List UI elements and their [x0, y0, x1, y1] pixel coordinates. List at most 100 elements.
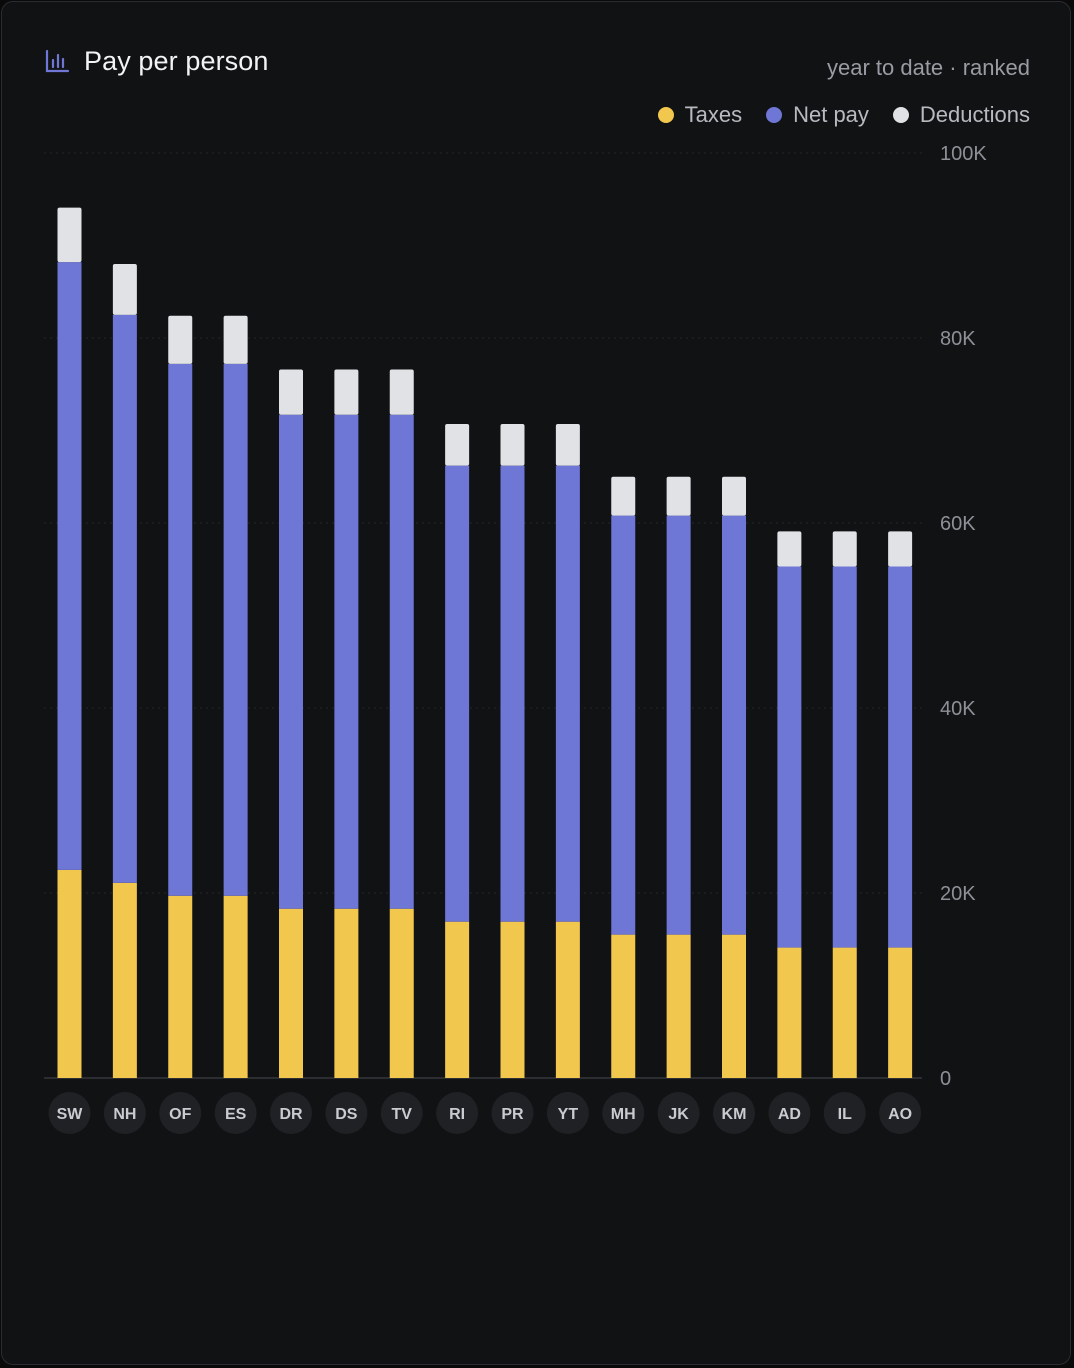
x-tick-label: KM [722, 1106, 747, 1123]
bar-segment-net-pay-ds[interactable] [334, 414, 359, 909]
bar-segment-deductions-ao[interactable] [888, 531, 913, 567]
bar-segment-deductions-mh[interactable] [611, 476, 636, 516]
x-tick-label: NH [113, 1106, 136, 1123]
x-tick-label: YT [558, 1106, 579, 1123]
category-pill-yt[interactable] [546, 1092, 589, 1134]
category-pill-ad[interactable] [768, 1092, 811, 1134]
bar-segment-taxes-jk[interactable] [666, 934, 691, 1078]
x-tick-label: AO [888, 1106, 912, 1123]
bar-segment-deductions-of[interactable] [168, 315, 193, 364]
bar-segment-deductions-dr[interactable] [279, 369, 303, 415]
bar-segment-deductions-yt[interactable] [555, 424, 580, 466]
bar-segment-taxes-yt[interactable] [555, 921, 580, 1078]
x-tick-label: IL [838, 1106, 852, 1123]
bar-segment-deductions-nh[interactable] [112, 264, 137, 315]
y-tick-label: 20K [940, 883, 976, 905]
category-pill-il[interactable] [823, 1092, 866, 1134]
legend-swatch-taxes [657, 107, 674, 123]
legend-item-deductions[interactable]: Deductions [892, 102, 1030, 128]
chart-title: Pay per person [84, 46, 269, 76]
bar-segment-taxes-sw[interactable] [57, 869, 82, 1078]
x-tick-label: JK [668, 1106, 689, 1123]
bar-segment-taxes-es[interactable] [223, 895, 248, 1078]
legend-label-taxes: Taxes [684, 102, 743, 127]
bar-segment-net-pay-il[interactable] [832, 566, 857, 948]
legend-swatch-net-pay [766, 107, 783, 123]
category-pill-dr[interactable] [270, 1092, 312, 1134]
x-tick-label: ES [225, 1106, 247, 1123]
bar-segment-net-pay-km[interactable] [722, 515, 746, 935]
bar-segment-deductions-il[interactable] [832, 531, 857, 567]
bar-segment-net-pay-ri[interactable] [445, 465, 470, 922]
bar-segment-net-pay-sw[interactable] [57, 262, 82, 870]
x-tick-label: TV [392, 1106, 413, 1123]
x-tick-label: PR [501, 1106, 524, 1123]
y-tick-label: 60K [940, 513, 976, 535]
x-tick-label: AD [778, 1106, 801, 1123]
bar-segment-deductions-es[interactable] [223, 315, 248, 364]
category-pill-tv[interactable] [380, 1092, 423, 1134]
y-tick-label: 100K [940, 143, 987, 165]
bar-segment-taxes-tv[interactable] [389, 908, 414, 1078]
category-pill-sw[interactable] [48, 1092, 91, 1134]
y-tick-label: 0 [940, 1068, 951, 1090]
category-pill-ao[interactable] [879, 1092, 922, 1134]
bar-segment-taxes-of[interactable] [168, 895, 193, 1078]
x-tick-label: OF [169, 1106, 191, 1123]
legend-label-net-pay: Net pay [793, 102, 869, 127]
bar-segment-net-pay-dr[interactable] [279, 414, 303, 909]
bar-segment-deductions-km[interactable] [722, 476, 746, 516]
bar-segment-deductions-ad[interactable] [777, 531, 802, 567]
category-pill-mh[interactable] [602, 1092, 645, 1134]
chart-legend: Taxes Net pay Deductions [657, 102, 1030, 128]
bar-segment-net-pay-pr[interactable] [500, 465, 525, 922]
bar-segment-net-pay-nh[interactable] [112, 314, 137, 883]
x-tick-label: SW [57, 1106, 84, 1123]
x-tick-label: DR [279, 1106, 303, 1123]
bar-segment-net-pay-jk[interactable] [666, 515, 691, 935]
bar-segment-taxes-nh[interactable] [112, 882, 137, 1078]
bar-segment-taxes-ri[interactable] [445, 921, 470, 1078]
bar-segment-net-pay-tv[interactable] [389, 414, 414, 909]
y-tick-label: 80K [940, 328, 976, 350]
y-tick-label: 40K [940, 698, 976, 720]
bar-segment-deductions-tv[interactable] [389, 369, 414, 415]
bar-chart-icon [45, 49, 70, 73]
bar-segment-net-pay-mh[interactable] [611, 515, 636, 935]
category-pill-km[interactable] [713, 1092, 755, 1134]
bar-segment-taxes-km[interactable] [722, 934, 746, 1078]
bar-segment-deductions-ds[interactable] [334, 369, 359, 415]
bar-segment-taxes-ds[interactable] [334, 908, 359, 1078]
bar-segment-deductions-sw[interactable] [57, 207, 82, 263]
bar-segment-taxes-ad[interactable] [777, 947, 802, 1078]
legend-swatch-deductions [892, 107, 909, 123]
legend-item-taxes[interactable]: Taxes [657, 102, 743, 128]
bar-segment-taxes-ao[interactable] [888, 947, 913, 1078]
legend-label-deductions: Deductions [919, 102, 1030, 127]
bar-segment-taxes-il[interactable] [832, 947, 857, 1078]
category-pill-pr[interactable] [491, 1092, 534, 1134]
bar-segment-net-pay-of[interactable] [168, 363, 193, 896]
category-pill-of[interactable] [159, 1092, 202, 1134]
x-tick-label: RI [449, 1106, 465, 1123]
legend-item-net-pay[interactable]: Net pay [766, 102, 869, 128]
bar-segment-net-pay-ad[interactable] [777, 566, 802, 948]
chart-subtitle: year to date · ranked [826, 55, 1030, 80]
bar-segment-deductions-ri[interactable] [445, 424, 470, 466]
bar-segment-net-pay-ao[interactable] [888, 566, 913, 948]
category-pill-es[interactable] [214, 1092, 257, 1134]
category-pill-ds[interactable] [325, 1092, 368, 1134]
x-tick-label: DS [335, 1106, 358, 1123]
bar-segment-deductions-pr[interactable] [500, 424, 525, 466]
category-pill-jk[interactable] [657, 1092, 700, 1134]
bar-segment-deductions-jk[interactable] [666, 476, 691, 516]
category-pill-nh[interactable] [103, 1092, 146, 1134]
bar-segment-taxes-dr[interactable] [279, 908, 303, 1078]
bar-segment-net-pay-yt[interactable] [555, 465, 580, 922]
bar-segment-taxes-mh[interactable] [611, 934, 636, 1078]
bar-segment-net-pay-es[interactable] [223, 363, 248, 896]
bar-segment-taxes-pr[interactable] [500, 921, 525, 1078]
category-pill-ri[interactable] [436, 1092, 479, 1134]
x-tick-label: MH [611, 1106, 636, 1123]
